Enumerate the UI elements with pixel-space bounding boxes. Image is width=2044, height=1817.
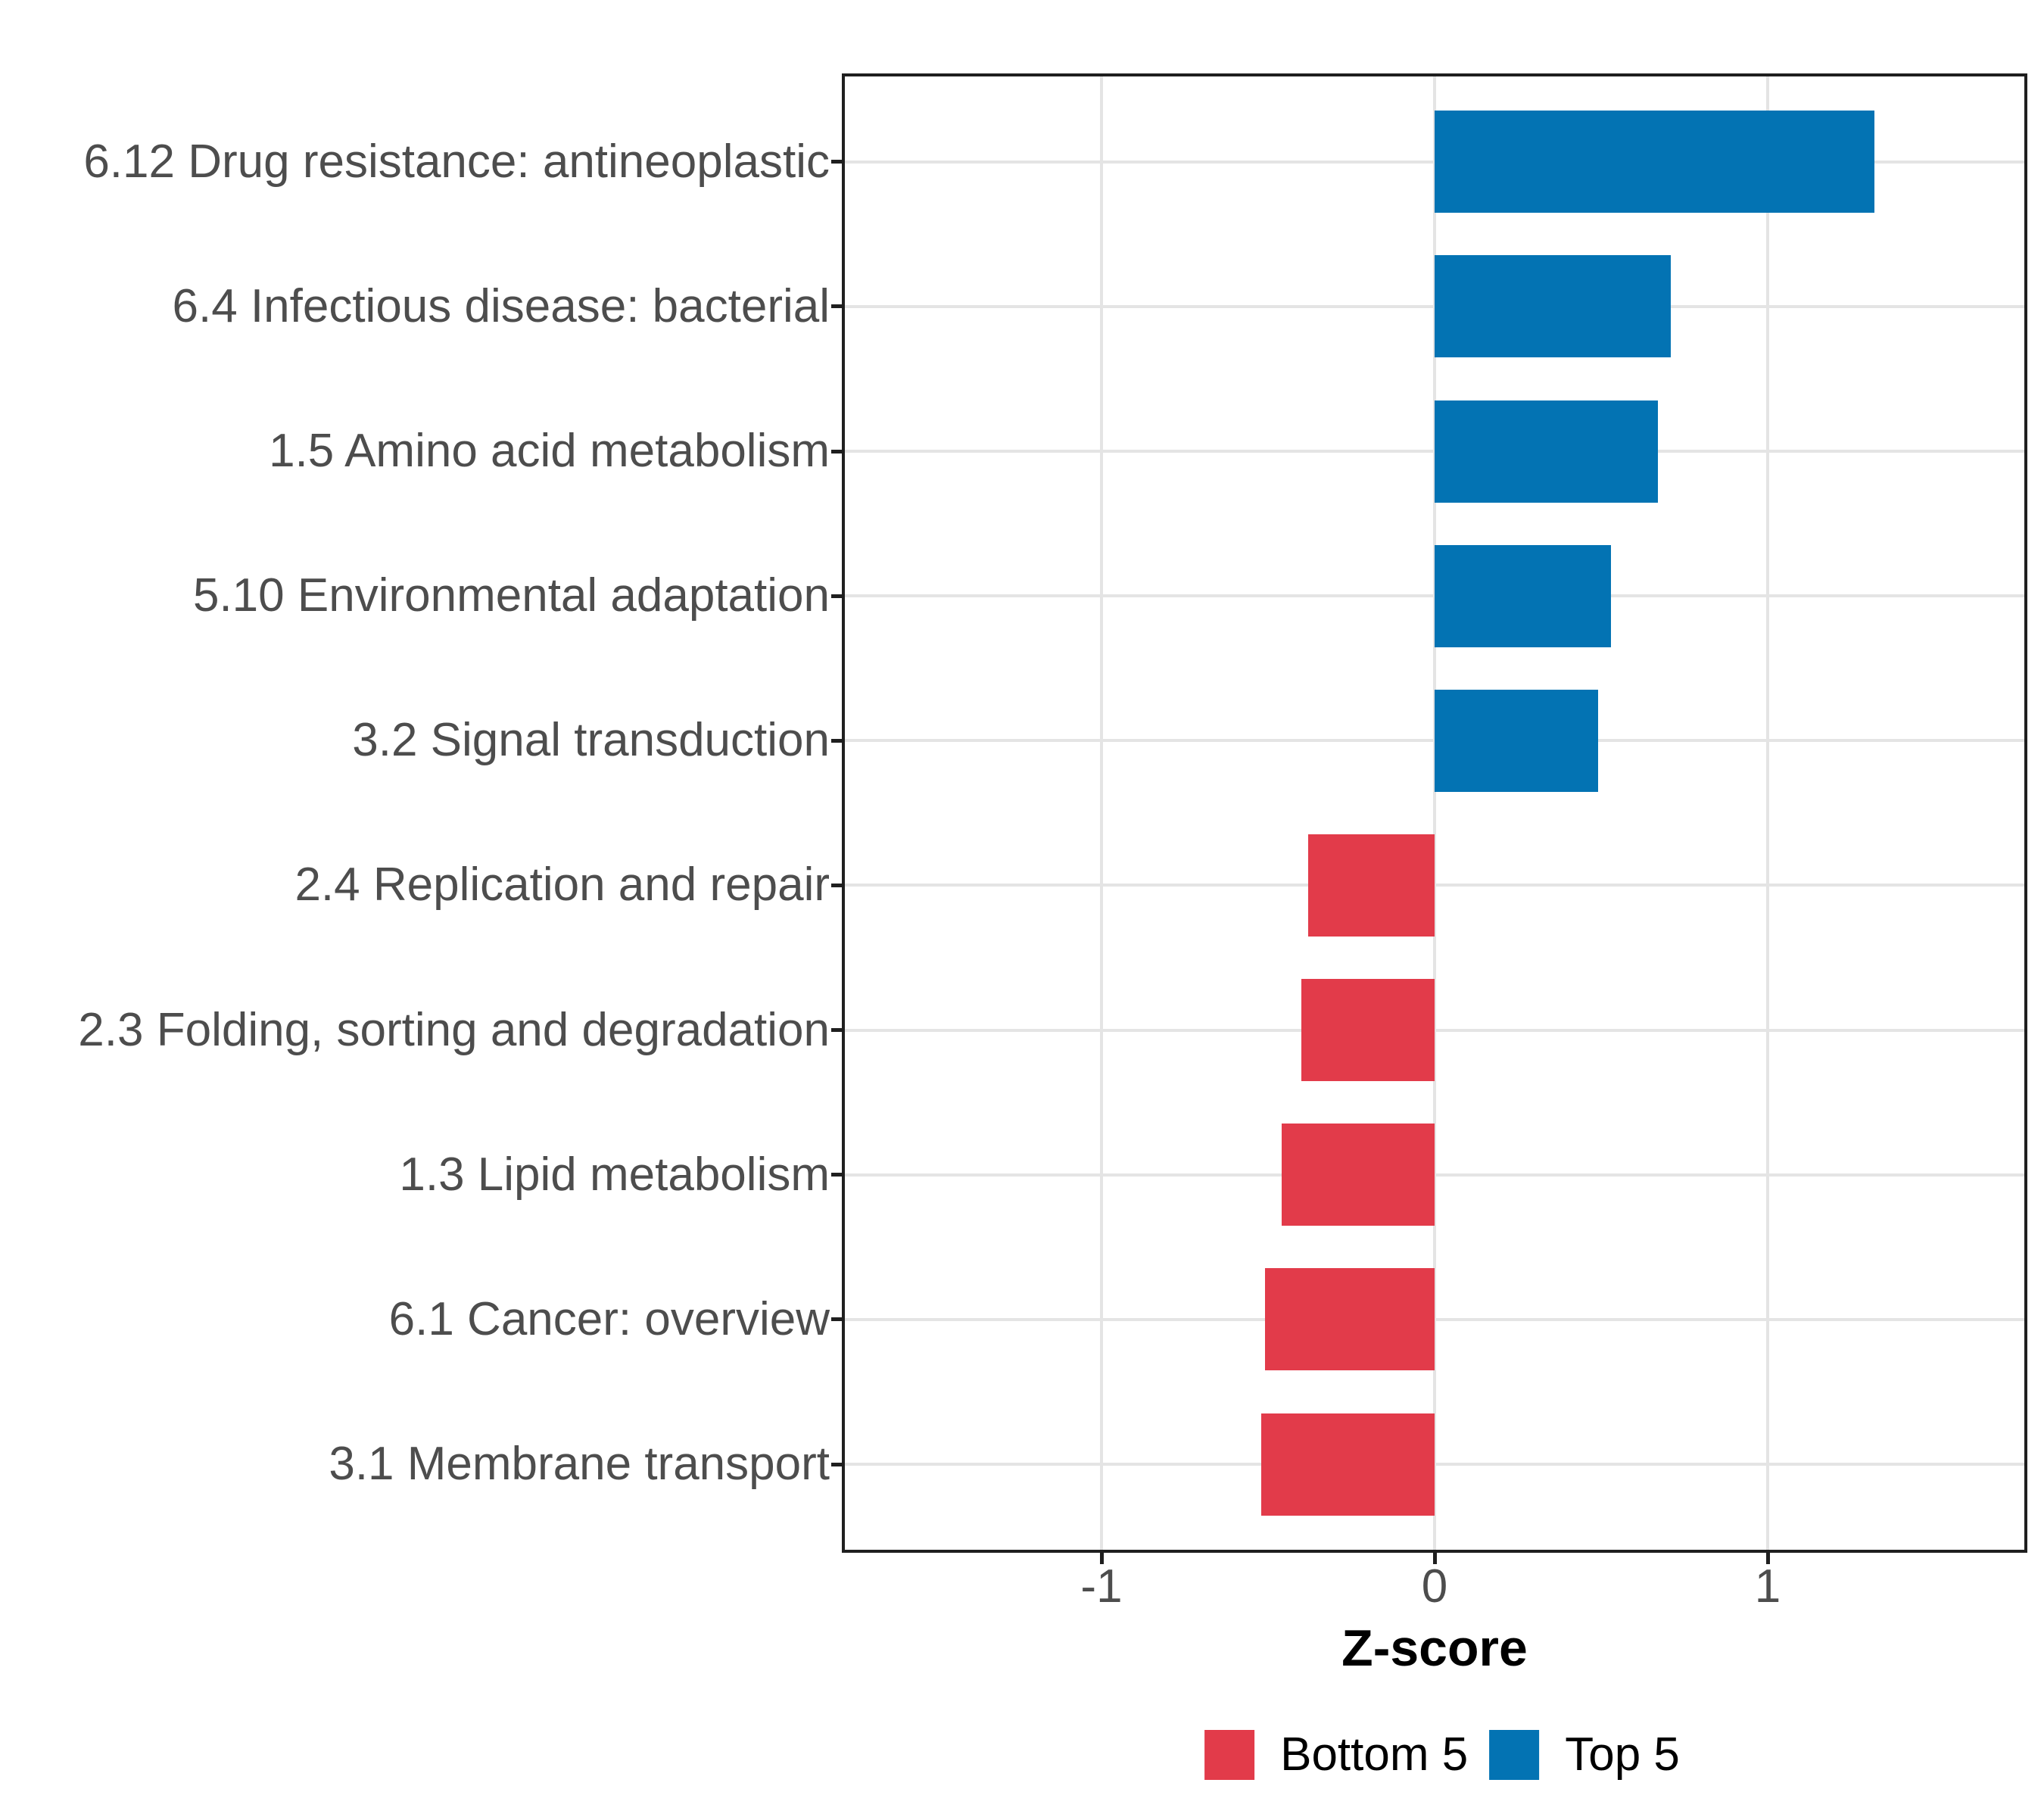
y-tick-mark [831, 1462, 842, 1466]
y-tick-mark [831, 160, 842, 164]
x-tick-mark [1099, 1553, 1104, 1564]
y-tick-mark [831, 594, 842, 598]
y-tick-mark [831, 738, 842, 743]
bar [1435, 544, 1612, 647]
x-tick-label: 1 [1754, 1560, 1781, 1613]
y-axis-label: 6.1 Cancer: overview [388, 1292, 830, 1345]
y-tick-mark [831, 1317, 842, 1322]
plot-area [845, 76, 2024, 1550]
y-axis-label: 2.3 Folding, sorting and degradation [78, 1003, 830, 1056]
bar [1435, 111, 1874, 213]
y-axis-label: 3.2 Signal transduction [352, 714, 830, 767]
legend-label-top5: Top 5 [1565, 1728, 1680, 1781]
gridline-vertical [1433, 76, 1436, 1550]
y-axis-label: 6.4 Infectious disease: bacterial [172, 279, 830, 332]
legend-label-bottom5: Bottom 5 [1280, 1728, 1469, 1781]
bar [1435, 255, 1672, 358]
gridline-vertical [1766, 76, 1769, 1550]
bar [1307, 834, 1435, 937]
y-tick-mark [831, 449, 842, 453]
y-tick-mark [831, 304, 842, 309]
y-axis-label: 1.5 Amino acid metabolism [269, 425, 830, 477]
y-axis-label: 2.4 Replication and repair [294, 859, 830, 912]
y-tick-mark [831, 1028, 842, 1033]
y-axis-label: 5.10 Environmental adaptation [192, 569, 830, 622]
bar [1435, 400, 1658, 503]
legend: Bottom 5 Top 5 [1204, 1730, 1680, 1780]
y-axis-label: 6.12 Drug resistance: antineoplastic [83, 135, 830, 188]
x-tick-label: 0 [1421, 1560, 1448, 1613]
y-axis-label: 1.3 Lipid metabolism [399, 1148, 830, 1201]
bar [1435, 689, 1598, 792]
legend-swatch-bottom5 [1204, 1730, 1255, 1780]
x-tick-label: -1 [1080, 1560, 1123, 1613]
bar [1264, 1268, 1435, 1371]
bar [1261, 1413, 1435, 1516]
y-tick-mark [831, 1173, 842, 1177]
bar [1281, 1124, 1435, 1226]
x-axis-title: Z-score [1341, 1619, 1528, 1677]
bar [1301, 979, 1435, 1082]
x-tick-mark [1432, 1553, 1437, 1564]
plot-panel [842, 73, 2027, 1553]
legend-swatch-top5 [1489, 1730, 1540, 1780]
gridline-vertical [1100, 76, 1103, 1550]
x-tick-mark [1765, 1553, 1770, 1564]
y-axis-label: 3.1 Membrane transport [329, 1438, 830, 1491]
y-tick-mark [831, 883, 842, 887]
